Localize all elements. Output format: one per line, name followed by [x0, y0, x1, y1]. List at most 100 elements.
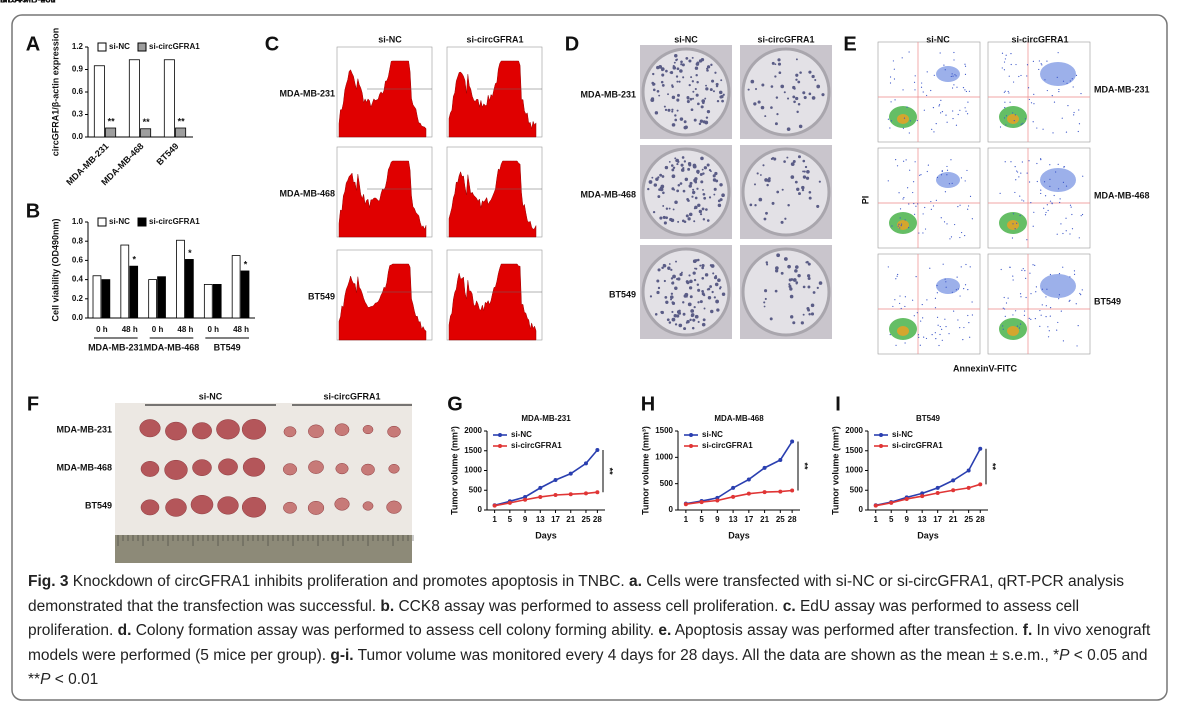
cell-dot — [916, 312, 918, 314]
point — [538, 485, 543, 490]
cell-dot — [902, 89, 904, 91]
colony — [681, 219, 685, 223]
cell-dot — [964, 63, 966, 65]
cell-dot — [946, 121, 948, 123]
group-label: si-circGFRA1 — [323, 391, 380, 401]
colony — [793, 87, 796, 90]
cell-dot — [922, 317, 924, 319]
cell-dot — [905, 159, 907, 161]
cell-dot — [1075, 303, 1077, 305]
tumor — [308, 460, 324, 474]
cell-dot — [1028, 98, 1030, 101]
cell-dot — [1002, 325, 1004, 327]
colony — [806, 169, 810, 174]
colony — [665, 300, 669, 304]
cell-dot — [1060, 223, 1062, 225]
cell-dot — [1004, 315, 1006, 318]
cell-dot — [1041, 288, 1043, 290]
cell-dot — [960, 266, 962, 268]
colony — [676, 58, 679, 61]
cell-dot — [969, 195, 972, 197]
x-tick-label: 17 — [551, 515, 560, 524]
colony — [790, 162, 795, 167]
cell-dot — [938, 344, 940, 347]
colony — [692, 188, 695, 191]
cell-dot — [899, 217, 901, 219]
cell-dot — [1018, 176, 1020, 178]
colony — [705, 208, 708, 211]
colony — [761, 83, 765, 87]
colony — [661, 84, 665, 87]
colony — [697, 301, 700, 304]
colony — [665, 69, 668, 73]
colony — [774, 75, 777, 78]
cell-dot — [1010, 161, 1012, 163]
colony — [674, 200, 678, 204]
colony — [802, 285, 806, 289]
column-label: si-NC — [378, 34, 402, 44]
x-tick-label: 21 — [760, 515, 769, 524]
colony — [798, 124, 803, 129]
colony — [682, 312, 686, 316]
colony — [699, 213, 703, 216]
cell-dot — [1049, 185, 1051, 187]
cell-dot — [946, 223, 948, 225]
colony — [764, 115, 767, 118]
significance-label: ** — [178, 116, 186, 126]
colony — [676, 189, 680, 193]
row-label: MDA-MB-468 — [279, 188, 335, 198]
cell-dot — [904, 342, 906, 344]
cell-dot — [895, 159, 897, 161]
cell-dot — [945, 281, 947, 283]
cell-dot — [899, 295, 901, 297]
cell-dot — [1065, 217, 1067, 219]
cell-dot — [1062, 80, 1065, 82]
cell-dot — [1071, 78, 1073, 80]
colony — [676, 80, 679, 83]
colony — [691, 56, 694, 59]
cell-dot — [922, 91, 924, 93]
cell-dot — [963, 326, 965, 329]
cell-dot — [887, 180, 889, 182]
cell-dot — [904, 305, 906, 308]
colony — [796, 110, 799, 114]
cell-dot — [1042, 128, 1044, 130]
dish — [741, 47, 831, 137]
row-label: MDA-MB-231 — [0, 0, 56, 4]
cell-dot — [956, 276, 958, 278]
colony — [788, 278, 792, 282]
colony — [764, 178, 768, 182]
point — [935, 485, 940, 490]
cell-dot — [1009, 101, 1011, 103]
bar — [185, 259, 194, 319]
colony — [795, 58, 798, 61]
cell-dot — [1003, 61, 1006, 63]
colony — [808, 312, 811, 316]
cell-dot — [951, 73, 953, 75]
bar — [240, 270, 250, 319]
cell-dot — [897, 225, 899, 227]
colony — [706, 110, 711, 114]
scatter-frame — [877, 253, 981, 355]
colony — [802, 91, 806, 95]
colony — [682, 189, 686, 193]
caption-text: P — [40, 671, 51, 688]
y-tick-label: 0.6 — [72, 87, 84, 96]
legend-label: si-circGFRA1 — [511, 441, 562, 450]
point — [731, 485, 736, 490]
y-tick-label: 0.6 — [72, 256, 84, 265]
colony — [710, 309, 714, 314]
cell-dot — [1048, 330, 1050, 332]
colony — [718, 90, 723, 95]
colony — [753, 183, 756, 186]
colony — [810, 312, 815, 316]
significance-label: * — [244, 259, 248, 269]
colony — [758, 197, 763, 202]
line — [685, 489, 793, 505]
colony — [700, 58, 705, 62]
y-tick-label: 500 — [660, 479, 674, 488]
x-tick-label: 48 h — [233, 325, 249, 334]
cell-dot — [959, 109, 961, 111]
cell-dot — [914, 161, 916, 163]
panel-letter: D — [565, 33, 579, 55]
